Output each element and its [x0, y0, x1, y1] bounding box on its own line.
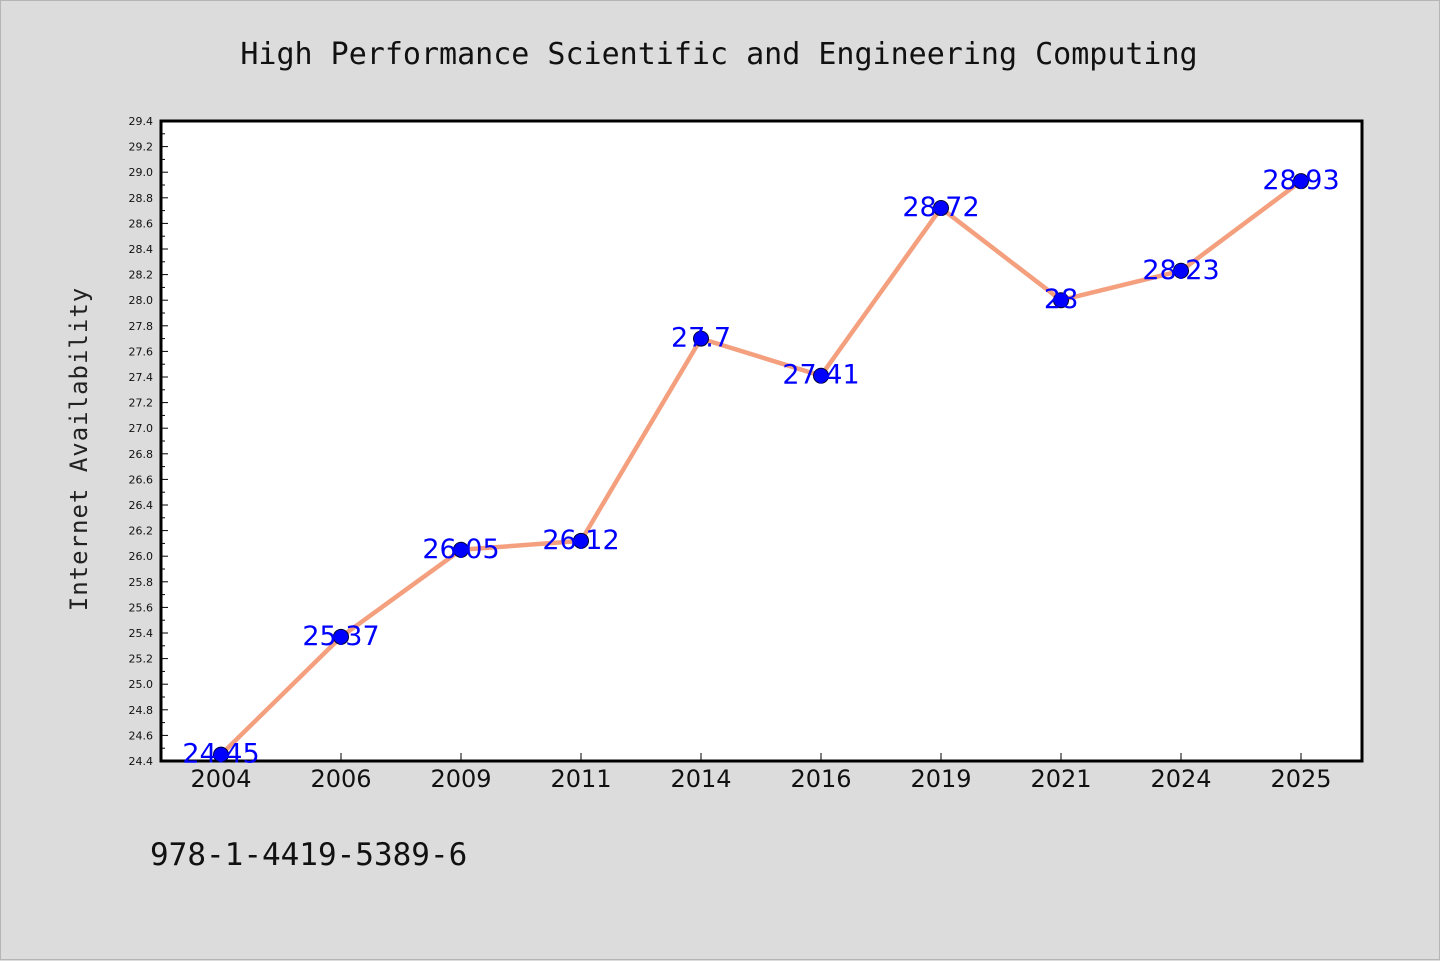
data-point [213, 746, 229, 763]
y-tick-label: 25.0 [129, 678, 154, 691]
y-tick-label: 27.2 [129, 397, 154, 410]
x-tick-label: 2009 [430, 765, 491, 793]
series-line-group [218, 178, 1304, 757]
data-point [813, 367, 829, 384]
y-tick-label: 28.8 [129, 192, 154, 205]
y-tick-label: 25.2 [129, 653, 154, 666]
y-tick-label: 25.6 [129, 601, 154, 614]
x-axis-ticks: 2004 2006 2009 2011 2014 2016 2019 2021 2024 2025 [190, 753, 1332, 793]
x-tick-label: 2016 [790, 765, 851, 793]
data-point [1293, 173, 1309, 190]
plot-area [159, 119, 1364, 763]
data-point [693, 330, 709, 347]
x-tick-label: 2006 [310, 765, 371, 793]
data-point [573, 532, 589, 549]
x-tick-label: 2021 [1030, 765, 1091, 793]
x-tick-label: 2011 [550, 765, 611, 793]
y-tick-label: 24.8 [129, 704, 154, 717]
y-tick-label: 27.0 [129, 422, 154, 435]
y-tick-label: 25.4 [129, 627, 154, 640]
y-tick-label: 29.4 [129, 115, 154, 128]
x-tick-label: 2014 [670, 765, 731, 793]
data-point [1173, 262, 1189, 279]
y-tick-label: 29.2 [129, 141, 154, 154]
y-tick-label: 28.6 [129, 217, 154, 230]
data-label: 27.7 [671, 323, 731, 354]
y-tick-label: 24.4 [129, 755, 154, 768]
y-tick-label: 26.2 [129, 525, 154, 538]
y-tick-label: 27.6 [129, 345, 154, 358]
x-tick-label: 2025 [1270, 765, 1331, 793]
y-tick-label: 26.4 [129, 499, 154, 512]
x-tick-label: 2019 [910, 765, 971, 793]
y-axis-label: Internet Availability [65, 287, 93, 611]
y-tick-label: 26.8 [129, 448, 154, 461]
y-tick-label: 29.0 [129, 166, 154, 179]
data-label: 24.45 [182, 739, 259, 770]
data-point [1053, 292, 1069, 309]
y-tick-label: 26.0 [129, 550, 154, 563]
data-label: 26.05 [422, 534, 499, 565]
data-point [933, 200, 949, 217]
y-tick-label: 28.2 [129, 269, 154, 282]
y-tick-label: 26.6 [129, 473, 154, 486]
y-tick-label: 28.0 [129, 294, 154, 307]
y-tick-label: 25.8 [129, 576, 154, 589]
y-tick-label: 27.8 [129, 320, 154, 333]
data-point [453, 541, 469, 558]
data-label: 28.93 [1262, 165, 1339, 196]
data-markers [213, 173, 1309, 763]
data-label: 28.72 [902, 192, 979, 223]
data-label: 27.41 [782, 360, 859, 391]
data-label: 28 [1044, 284, 1078, 315]
y-axis-ticks: 24.4 24.6 24.8 25.0 25.2 25.4 25.6 25.8 26.0 26.2… [129, 115, 168, 768]
data-label: 26.12 [542, 525, 619, 556]
isbn-text: 978-1-4419-5389-6 [150, 837, 467, 873]
x-tick-label: 2004 [190, 765, 251, 793]
data-label: 25.37 [302, 621, 379, 652]
x-tick-label: 2024 [1150, 765, 1211, 793]
data-point [333, 628, 349, 645]
chart-title: High Performance Scientific and Engineer… [240, 37, 1197, 72]
y-tick-label: 24.6 [129, 729, 154, 742]
y-tick-label: 28.4 [129, 243, 154, 256]
data-label: 28.23 [1142, 255, 1219, 286]
data-labels: 24.45 25.37 26.05 26.12 27.7 27.41 28.72 28 28.2… [182, 165, 1339, 769]
series-line [218, 178, 1304, 757]
y-tick-label: 27.4 [129, 371, 154, 384]
